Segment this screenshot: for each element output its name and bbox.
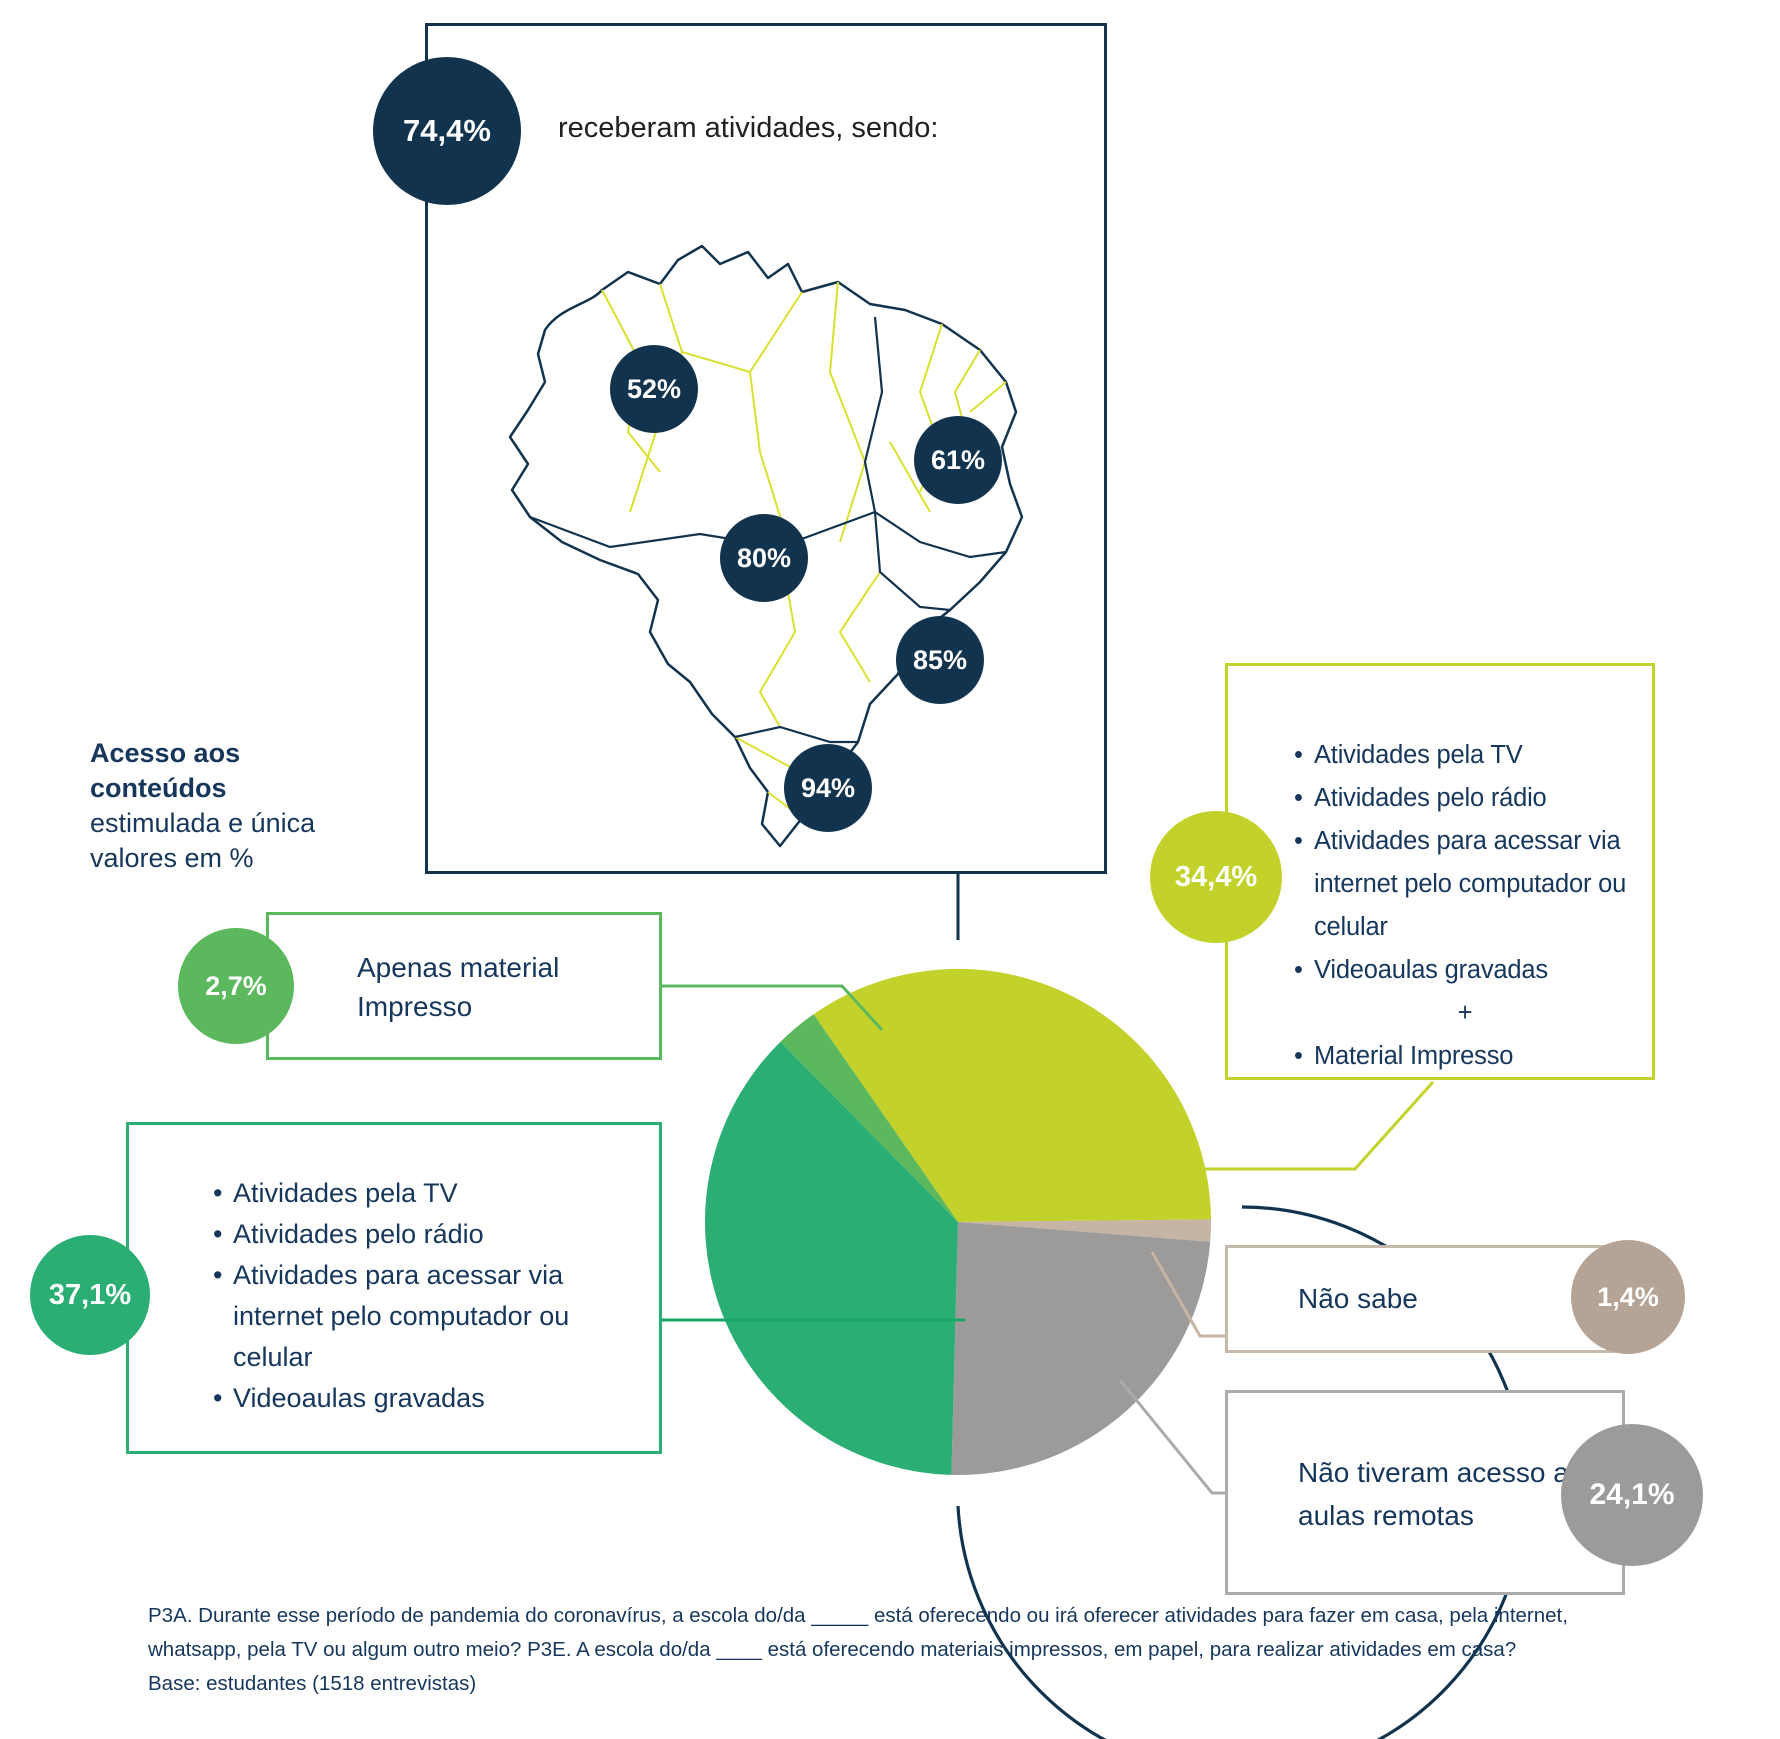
list-item: Atividades para acessar via internet pel…	[1292, 820, 1638, 949]
total-percent-bubble: 74,4%	[373, 57, 521, 205]
survey-footnote: P3A. Durante esse período de pandemia do…	[148, 1599, 1568, 1701]
chart-title-note: Acesso aos conteúdos estimulada e única …	[90, 736, 315, 876]
pie-slice	[951, 1222, 1211, 1475]
leader-no-access	[1118, 1379, 1225, 1495]
note-title-line2: conteúdos	[90, 773, 227, 803]
pie-slices	[704, 968, 1212, 1475]
dont-know-percent-bubble: 1,4%	[1571, 1240, 1685, 1354]
leader-printed-only	[662, 984, 884, 1032]
no-access-label: Não tiveram acesso a aulas remotas	[1298, 1457, 1569, 1531]
footnote-line2: whatsapp, pela TV ou algum outro meio? P…	[148, 1638, 1517, 1661]
pie-slice	[813, 968, 1211, 1222]
printed-only-line1: Apenas material	[357, 952, 560, 983]
printed-only-line2: Impresso	[357, 991, 473, 1022]
region-bubble-centro-oeste: 80%	[720, 514, 808, 602]
footnote-line1: P3A. Durante esse período de pandemia do…	[148, 1604, 1568, 1627]
pie-slice	[958, 1219, 1212, 1242]
remote-only-list: Atividades pela TVAtividades pelo rádioA…	[211, 1173, 631, 1419]
list-item: Atividades pelo rádio	[211, 1214, 631, 1255]
list-item: +	[1457, 999, 1473, 1027]
note-line3: estimulada e única	[90, 808, 316, 838]
pie-slice	[704, 1041, 958, 1475]
region-bubble-nordeste: 61%	[914, 416, 1002, 504]
callout-no-access: Não tiveram acesso a aulas remotas	[1225, 1390, 1625, 1595]
list-item: Videoaulas gravadas	[211, 1378, 631, 1419]
callout-printed-only: Apenas material Impresso	[266, 912, 662, 1060]
header-label: receberam atividades, sendo:	[558, 112, 939, 144]
list-item: Atividades pelo rádio	[1292, 777, 1638, 820]
list-item: Material Impresso	[1292, 1035, 1638, 1078]
region-bubble-norte: 52%	[610, 345, 698, 433]
dont-know-label: Não sabe	[1298, 1283, 1418, 1314]
combo-list: Atividades pela TVAtividades pelo rádioA…	[1292, 734, 1638, 1078]
footnote-line3: Base: estudantes (1518 entrevistas)	[148, 1672, 477, 1695]
region-bubble-sul: 94%	[784, 744, 872, 832]
note-title-line1: Acesso aos	[90, 738, 241, 768]
region-bubble-sudeste: 85%	[896, 616, 984, 704]
printed-only-percent-bubble: 2,7%	[178, 928, 294, 1044]
note-line4: valores em %	[90, 843, 254, 873]
callout-dont-know: Não sabe	[1225, 1245, 1615, 1353]
region-borders	[529, 316, 1007, 744]
combo-percent-bubble: 34,4%	[1150, 811, 1282, 943]
pie-slice	[780, 1014, 958, 1222]
callout-remote-only: Atividades pela TVAtividades pelo rádioA…	[126, 1122, 662, 1454]
list-item: Atividades para acessar via internet pel…	[211, 1255, 631, 1378]
callout-combo: Atividades pela TVAtividades pelo rádioA…	[1225, 663, 1655, 1080]
leader-combo	[1170, 1080, 1435, 1171]
remote-only-percent-bubble: 37,1%	[30, 1235, 150, 1355]
list-item: Atividades pela TV	[1292, 734, 1638, 777]
leader-dont-know	[1150, 1251, 1225, 1338]
list-item: Atividades pela TV	[211, 1173, 631, 1214]
list-item: Videoaulas gravadas	[1292, 949, 1638, 992]
no-access-percent-bubble: 24,1%	[1561, 1424, 1703, 1566]
